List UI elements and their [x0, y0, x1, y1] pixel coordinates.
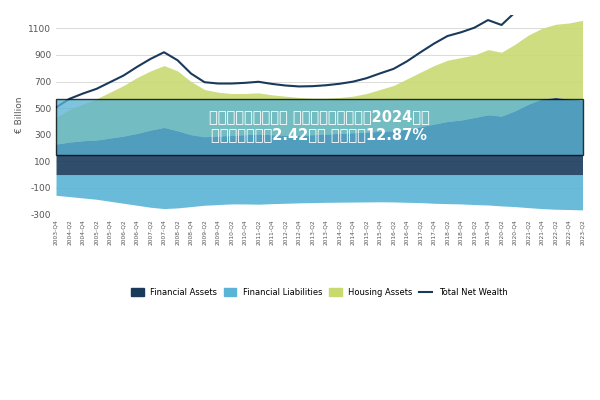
- FancyBboxPatch shape: [56, 99, 583, 155]
- Legend: Financial Assets, Financial Liabilities, Housing Assets, Total Net Wealth: Financial Assets, Financial Liabilities,…: [128, 284, 511, 300]
- Y-axis label: € Billion: € Billion: [15, 96, 24, 133]
- Text: 哈尔滨股票配资公司 今天国际最新公告：2024年上
半年实现净利剳2.42亿元 同比增长12.87%: 哈尔滨股票配资公司 今天国际最新公告：2024年上 半年实现净利剳2.42亿元 …: [209, 110, 430, 142]
